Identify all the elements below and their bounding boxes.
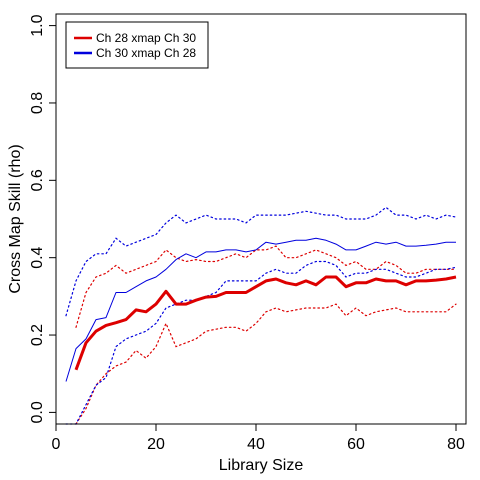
x-tick-label: 40 [247,436,265,453]
y-tick-label: 0.0 [29,401,46,423]
y-tick-label: 1.0 [29,14,46,36]
series-line-1 [65,237,456,382]
band-lower-1 [65,260,457,425]
x-tick-label: 20 [147,436,165,453]
legend: Ch 28 xmap Ch 30 Ch 30 xmap Ch 28 [65,21,209,69]
legend-label-ch30-xmap-ch28: Ch 30 xmap Ch 28 [96,46,196,60]
y-tick-label: 0.8 [29,92,46,114]
y-tick-label: 0.4 [29,246,46,268]
series-lines [65,237,457,382]
y-tick-label: 0.2 [29,324,46,346]
y-axis-title: Cross Map Skill (rho) [7,144,24,293]
band-lower-0 [75,303,457,425]
x-tick-label: 80 [447,436,465,453]
y-axis: 0.0 0.2 0.4 0.6 0.8 1.0 [29,14,57,424]
x-axis: 0 20 40 60 80 [52,423,465,453]
series-line-0 [74,275,457,371]
x-axis-title: Library Size [219,457,304,474]
x-tick-label: 60 [347,436,365,453]
confidence-bands [65,206,457,425]
legend-label-ch28-xmap-ch30: Ch 28 xmap Ch 30 [96,31,196,45]
y-tick-label: 0.6 [29,169,46,191]
band-upper-1 [65,206,457,317]
band-upper-0 [75,245,457,328]
x-tick-label: 0 [52,436,61,453]
legend-box [65,21,209,69]
